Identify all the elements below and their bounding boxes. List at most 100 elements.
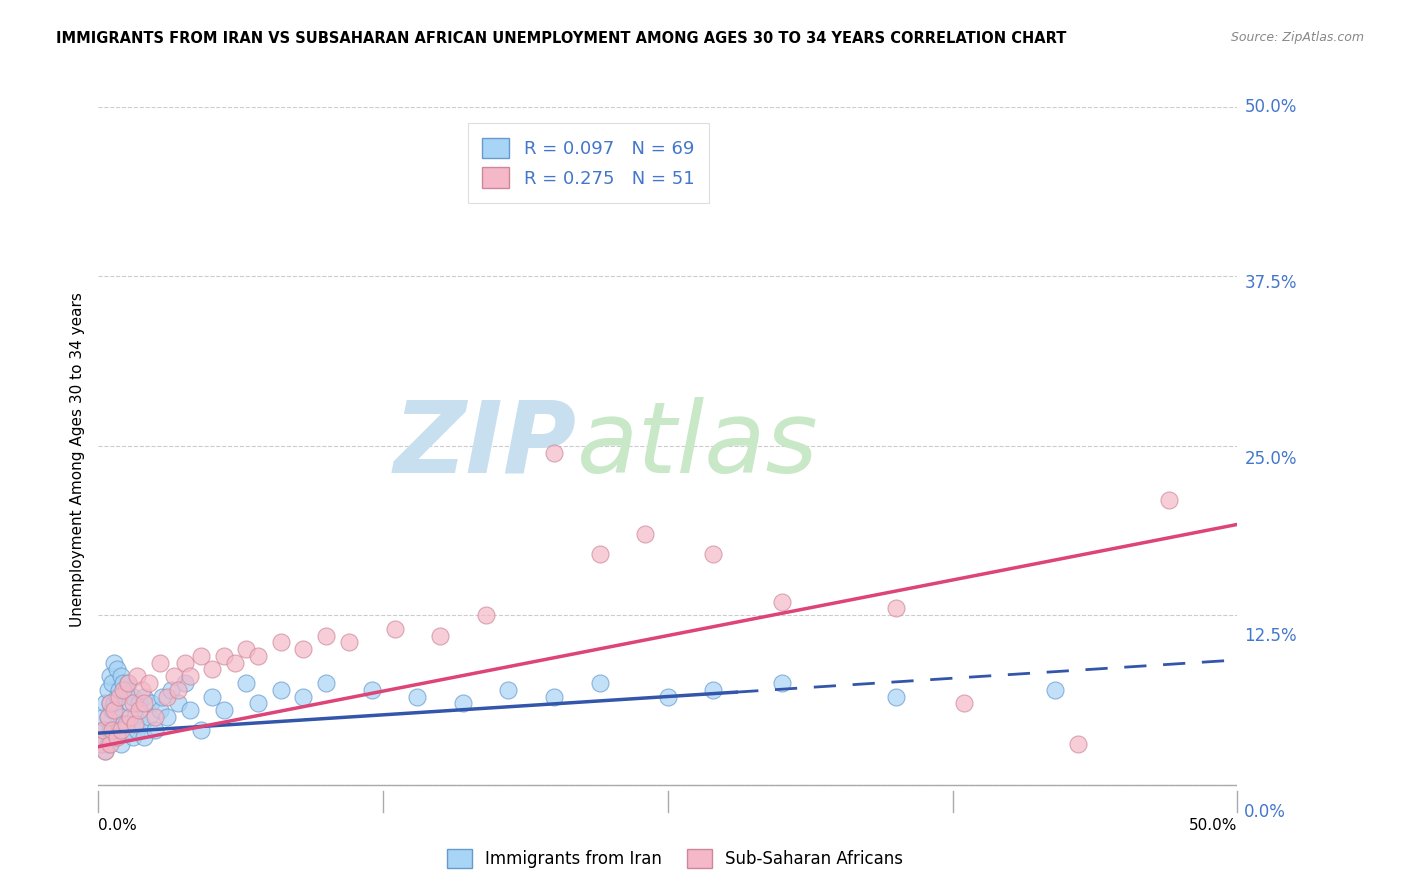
Point bbox=[246, 696, 269, 710]
Point bbox=[149, 703, 172, 717]
Point bbox=[179, 669, 201, 683]
Point bbox=[167, 696, 190, 710]
Point bbox=[953, 696, 976, 710]
Text: 12.5%: 12.5% bbox=[1244, 626, 1296, 645]
Point bbox=[145, 710, 167, 724]
Point bbox=[114, 682, 136, 697]
Point bbox=[117, 716, 139, 731]
Point bbox=[96, 710, 118, 724]
Point bbox=[315, 676, 337, 690]
Point bbox=[117, 676, 139, 690]
Point bbox=[1067, 737, 1090, 751]
Point bbox=[156, 710, 179, 724]
Point bbox=[114, 716, 136, 731]
Point bbox=[190, 723, 212, 738]
Point bbox=[138, 710, 160, 724]
Text: 0.0%: 0.0% bbox=[1244, 803, 1286, 821]
Point bbox=[112, 682, 135, 697]
Point bbox=[114, 723, 136, 738]
Y-axis label: Unemployment Among Ages 30 to 34 years: Unemployment Among Ages 30 to 34 years bbox=[69, 292, 84, 627]
Point bbox=[94, 744, 117, 758]
Point bbox=[162, 669, 184, 683]
Point bbox=[108, 690, 131, 704]
Point bbox=[98, 696, 121, 710]
Point bbox=[179, 703, 201, 717]
Legend: Immigrants from Iran, Sub-Saharan Africans: Immigrants from Iran, Sub-Saharan Africa… bbox=[440, 843, 910, 875]
Text: atlas: atlas bbox=[576, 397, 818, 494]
Point bbox=[634, 527, 657, 541]
Point bbox=[120, 696, 142, 710]
Point bbox=[90, 737, 112, 751]
Point bbox=[124, 716, 146, 731]
Point bbox=[103, 696, 125, 710]
Point bbox=[131, 716, 153, 731]
Point bbox=[103, 723, 125, 738]
Point bbox=[101, 730, 124, 744]
Point bbox=[101, 676, 124, 690]
Point bbox=[270, 635, 292, 649]
Point bbox=[543, 690, 565, 704]
Point bbox=[108, 682, 131, 697]
Point bbox=[108, 723, 131, 738]
Point bbox=[128, 703, 150, 717]
Point bbox=[105, 690, 128, 704]
Point bbox=[91, 723, 114, 738]
Point bbox=[124, 710, 146, 724]
Point bbox=[105, 730, 128, 744]
Point bbox=[588, 547, 610, 561]
Text: IMMIGRANTS FROM IRAN VS SUBSAHARAN AFRICAN UNEMPLOYMENT AMONG AGES 30 TO 34 YEAR: IMMIGRANTS FROM IRAN VS SUBSAHARAN AFRIC… bbox=[56, 31, 1067, 46]
Point bbox=[201, 662, 224, 676]
Point bbox=[292, 690, 315, 704]
Point bbox=[120, 710, 142, 724]
Point bbox=[360, 682, 382, 697]
Point bbox=[132, 696, 155, 710]
Point bbox=[112, 676, 135, 690]
Point bbox=[132, 730, 155, 744]
Point bbox=[112, 716, 135, 731]
Point bbox=[235, 676, 257, 690]
Point bbox=[150, 690, 173, 704]
Point bbox=[174, 656, 197, 670]
Point bbox=[474, 608, 496, 623]
Point bbox=[224, 656, 246, 670]
Point bbox=[770, 676, 793, 690]
Point bbox=[128, 696, 150, 710]
Point bbox=[201, 690, 224, 704]
Point bbox=[190, 648, 212, 663]
Point bbox=[98, 669, 121, 683]
Point bbox=[174, 676, 197, 690]
Point bbox=[770, 595, 793, 609]
Point bbox=[702, 547, 724, 561]
Point bbox=[121, 696, 143, 710]
Point bbox=[149, 656, 172, 670]
Point bbox=[110, 723, 132, 738]
Point bbox=[167, 682, 190, 697]
Point bbox=[657, 690, 679, 704]
Point bbox=[105, 662, 128, 676]
Point bbox=[132, 690, 155, 704]
Point bbox=[90, 737, 112, 751]
Text: 0.0%: 0.0% bbox=[98, 819, 138, 833]
Point bbox=[110, 710, 132, 724]
Point bbox=[156, 690, 179, 704]
Point bbox=[121, 690, 143, 704]
Point bbox=[292, 642, 315, 657]
Point bbox=[429, 628, 451, 642]
Point bbox=[98, 696, 121, 710]
Point bbox=[1043, 682, 1066, 697]
Point bbox=[145, 723, 167, 738]
Point bbox=[101, 703, 124, 717]
Point bbox=[96, 682, 118, 697]
Point bbox=[96, 710, 118, 724]
Point bbox=[270, 682, 292, 697]
Point bbox=[110, 737, 132, 751]
Point bbox=[498, 682, 520, 697]
Point bbox=[884, 601, 907, 615]
Point bbox=[588, 676, 610, 690]
Point bbox=[160, 682, 183, 697]
Text: ZIP: ZIP bbox=[394, 397, 576, 494]
Text: 25.0%: 25.0% bbox=[1244, 450, 1296, 468]
Point bbox=[103, 703, 125, 717]
Point bbox=[127, 669, 149, 683]
Point bbox=[451, 696, 474, 710]
